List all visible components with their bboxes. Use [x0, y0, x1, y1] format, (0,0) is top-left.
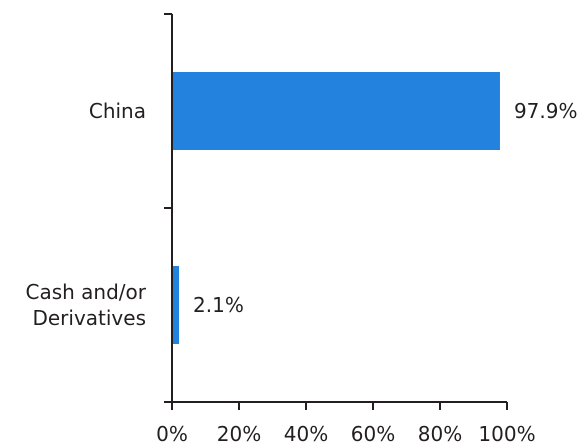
x-tick-label: 80% [418, 422, 462, 444]
axes-group [164, 13, 508, 410]
x-tick-label: 100% [478, 422, 535, 444]
bars-group [172, 72, 500, 344]
x-tick-label: 60% [351, 422, 395, 444]
category-label: China [89, 99, 146, 123]
category-label: Cash and/or Derivatives [26, 280, 147, 330]
bar-1 [172, 266, 180, 344]
labels-group: China 97.9% Cash and/or Derivatives 2.1% 0% 20… [26, 99, 578, 444]
x-tick-label: 40% [284, 422, 328, 444]
bar-0 [172, 72, 500, 150]
x-tick-label: 20% [217, 422, 261, 444]
x-tick-label: 0% [156, 422, 188, 444]
data-label: 97.9% [514, 99, 578, 123]
data-label: 2.1% [193, 293, 244, 317]
